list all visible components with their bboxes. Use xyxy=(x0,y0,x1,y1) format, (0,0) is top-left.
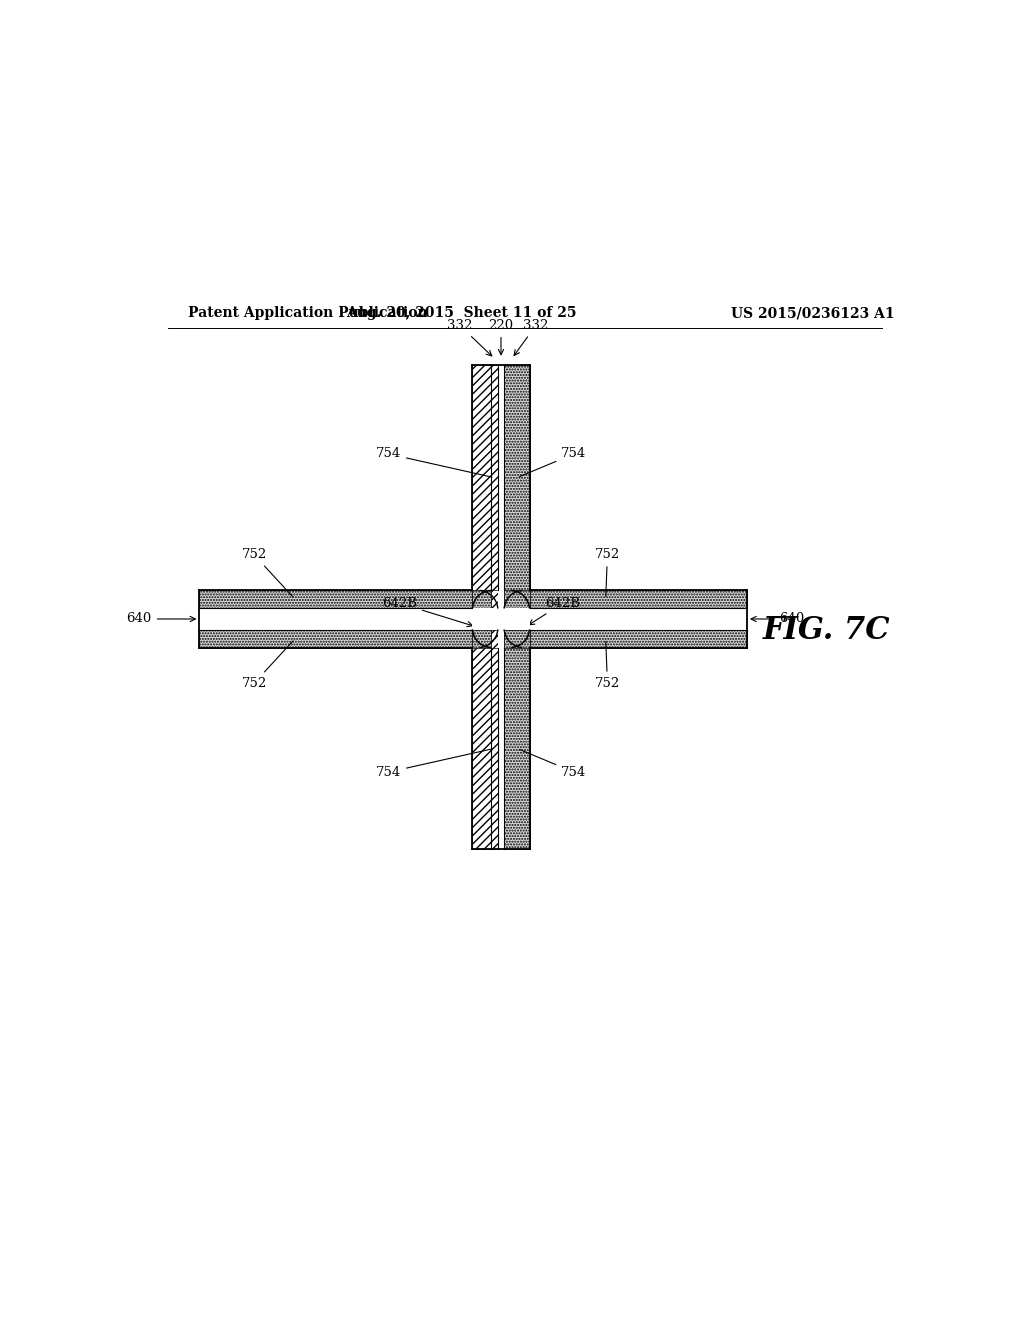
Bar xyxy=(529,630,748,648)
Bar xyxy=(472,366,492,849)
Text: FIG. 7C: FIG. 7C xyxy=(763,615,891,647)
Text: 640: 640 xyxy=(751,612,804,626)
Text: Patent Application Publication: Patent Application Publication xyxy=(187,306,427,321)
Text: 754: 754 xyxy=(519,750,587,779)
Text: 754: 754 xyxy=(376,748,492,779)
Bar xyxy=(472,630,492,648)
Text: 642B: 642B xyxy=(529,597,581,624)
Text: 220: 220 xyxy=(488,319,514,355)
Bar xyxy=(498,590,504,648)
Text: 754: 754 xyxy=(519,447,587,477)
Text: 332: 332 xyxy=(514,319,549,355)
Bar xyxy=(504,366,529,849)
Text: 640: 640 xyxy=(127,612,196,626)
Bar xyxy=(200,590,472,609)
Bar xyxy=(492,366,498,849)
Text: US 2015/0236123 A1: US 2015/0236123 A1 xyxy=(731,306,895,321)
Text: 752: 752 xyxy=(242,642,293,690)
Bar xyxy=(504,609,529,630)
Bar xyxy=(492,590,498,609)
Text: 752: 752 xyxy=(595,548,621,597)
Bar xyxy=(504,630,529,648)
Text: 642B: 642B xyxy=(382,597,472,627)
Text: 754: 754 xyxy=(376,447,492,477)
Bar xyxy=(498,366,504,849)
Bar xyxy=(529,590,748,609)
Bar xyxy=(529,609,748,630)
Text: 752: 752 xyxy=(242,548,293,597)
Text: 752: 752 xyxy=(595,642,621,690)
Bar xyxy=(504,590,529,609)
Text: 332: 332 xyxy=(447,319,492,356)
Bar xyxy=(492,630,498,648)
Bar xyxy=(200,609,472,630)
Bar xyxy=(200,630,472,648)
Bar xyxy=(472,590,492,609)
Text: Aug. 20, 2015  Sheet 11 of 25: Aug. 20, 2015 Sheet 11 of 25 xyxy=(346,306,577,321)
Bar xyxy=(472,609,498,630)
